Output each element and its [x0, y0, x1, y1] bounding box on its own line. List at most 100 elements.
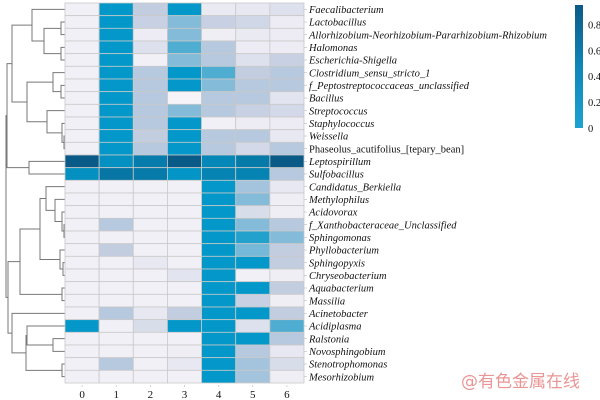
- colorbar-tick-label: 0: [588, 124, 593, 135]
- heatmap-cell: [167, 53, 202, 67]
- heatmap-cell: [132, 306, 168, 321]
- heatmap-cell: [235, 319, 271, 333]
- heatmap-cell: [201, 78, 237, 93]
- heatmap-cell: [167, 27, 202, 42]
- column-label: 3: [182, 389, 188, 400]
- heatmap-cell: [201, 306, 237, 321]
- heatmap-cell: [235, 27, 271, 42]
- heatmap-cell: [201, 103, 237, 118]
- heatmap-cell: [269, 2, 305, 17]
- heatmap-cell: [98, 369, 134, 384]
- heatmap-cell: [132, 243, 168, 257]
- column-label: 6: [284, 389, 290, 400]
- heatmap-cell: [167, 357, 202, 371]
- heatmap-cell: [98, 15, 134, 29]
- heatmap-cell: [64, 141, 100, 156]
- heatmap-cell: [167, 91, 202, 105]
- heatmap-cell: [269, 243, 305, 257]
- heatmap-cell: [269, 129, 305, 143]
- heatmap-cell: [235, 268, 271, 283]
- watermark: @有色金属在线: [461, 372, 580, 392]
- heatmap-cell: [201, 344, 237, 359]
- heatmap-cell: [269, 268, 305, 283]
- heatmap-cell: [64, 40, 100, 55]
- heatmap-cell: [98, 357, 134, 371]
- heatmap-cell: [201, 331, 237, 346]
- heatmap-cell: [132, 230, 168, 245]
- heatmap-cell: [235, 40, 271, 55]
- heatmap-cell: [167, 65, 202, 80]
- row-labels: Faecalibacterium LactobacillusAllorhizobi…: [304, 5, 547, 383]
- heatmap-cell: [269, 293, 305, 308]
- column-label: 0: [79, 389, 85, 400]
- heatmap-cell: [167, 255, 202, 270]
- heatmap-cell: [98, 205, 134, 219]
- heatmap-cell: [98, 230, 134, 245]
- heatmap-cell: [269, 154, 305, 169]
- column-label: 4: [216, 389, 222, 400]
- heatmap-cell: [269, 319, 305, 333]
- heatmap-cell: [269, 217, 305, 232]
- row-label: Chryseobacterium: [309, 271, 387, 282]
- heatmap-cell: [132, 129, 168, 143]
- heatmap-cell: [235, 306, 271, 321]
- heatmap-cell: [98, 268, 134, 283]
- heatmap-cell: [167, 116, 202, 131]
- heatmap-cell: [201, 268, 237, 283]
- row-dendrogram: [5, 8, 65, 378]
- row-label: Lactobacillus: [308, 18, 366, 29]
- heatmap-cell: [235, 129, 271, 143]
- heatmap-cell: [64, 192, 100, 207]
- heatmap-cell: [64, 357, 100, 371]
- heatmap-cell: [64, 2, 100, 17]
- heatmap-cell: [269, 179, 305, 194]
- row-label: Weissella: [309, 132, 348, 143]
- heatmap-cell: [132, 192, 168, 207]
- row-label: Escherichia-Shigella: [308, 56, 397, 67]
- heatmap-cell: [269, 91, 305, 105]
- row-label: Phaseolus_acutifolius_[tepary_bean]: [309, 144, 464, 155]
- heatmap-cell: [64, 167, 100, 181]
- heatmap-cell: [167, 243, 202, 257]
- heatmap-cell: [201, 27, 237, 42]
- column-labels: 0 1 2 3 4 5 6: [79, 385, 290, 400]
- heatmap-cell: [269, 331, 305, 346]
- heatmap-cell: [167, 268, 202, 283]
- row-label: Halomonas: [308, 43, 357, 54]
- heatmap-cell: [201, 179, 237, 194]
- dendrogram-branch: [26, 325, 65, 346]
- heatmap-cell: [167, 306, 202, 321]
- heatmap-cell: [98, 306, 134, 321]
- heatmap-cell: [132, 2, 168, 17]
- colorbar-tick-label: 0.6: [588, 46, 600, 57]
- heatmap-cell: [98, 129, 134, 143]
- heatmap-cell: [98, 103, 134, 118]
- heatmap-cell: [98, 281, 134, 295]
- heatmap-cell: [167, 78, 202, 93]
- heatmap-cell: [269, 15, 305, 29]
- heatmap-cell: [235, 192, 271, 207]
- heatmap-cell: [235, 281, 271, 295]
- heatmap-cell: [132, 15, 168, 29]
- dendrogram-branch: [52, 338, 65, 352]
- row-label: Acidiplasma: [308, 322, 362, 333]
- heatmap-cell: [235, 255, 271, 270]
- row-label: Leptospirillum: [308, 157, 371, 168]
- heatmap-cell: [235, 344, 271, 359]
- dendrogram-branch: [11, 312, 65, 354]
- row-label: Sphingopyxis: [309, 258, 365, 269]
- dendrogram-branch: [52, 72, 65, 93]
- heatmap-cell: [98, 179, 134, 194]
- heatmap-cell: [167, 40, 202, 55]
- heatmap-cell: [235, 154, 271, 169]
- heatmap-cell: [64, 281, 100, 295]
- heatmap-cell: [167, 2, 202, 17]
- heatmap-cell: [132, 27, 168, 42]
- heatmap-cell: [235, 167, 271, 181]
- heatmap-cell: [132, 91, 168, 105]
- dendrogram-branch: [26, 81, 53, 123]
- heatmap-cell: [201, 53, 237, 67]
- colorbar-tick-label: 0.4: [588, 72, 600, 83]
- row-label: Methylophilus: [308, 195, 369, 206]
- heatmap-cell: [269, 281, 305, 295]
